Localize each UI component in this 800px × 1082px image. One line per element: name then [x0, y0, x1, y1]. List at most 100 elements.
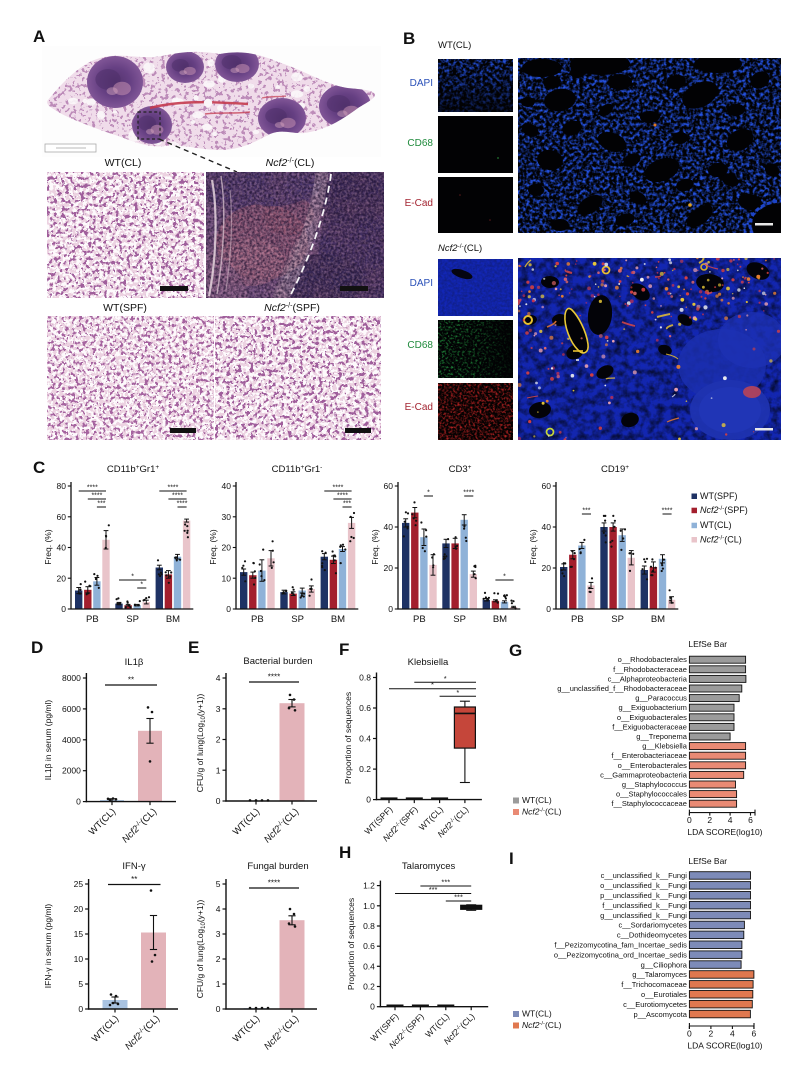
- svg-text:40: 40: [222, 481, 232, 491]
- svg-text:LDA SCORE(log10): LDA SCORE(log10): [687, 1041, 762, 1051]
- svg-text:*: *: [140, 582, 143, 589]
- svg-text:BM: BM: [166, 614, 180, 625]
- svg-text:c__Sordariomycetes: c__Sordariomycetes: [619, 921, 688, 930]
- svg-text:Ncf2-/-(CL): Ncf2-/-(CL): [262, 806, 301, 845]
- svg-text:****: ****: [91, 493, 102, 500]
- svg-text:o__Pezizomycotina_ord_Incertae: o__Pezizomycotina_ord_Incertae_sedis: [554, 950, 687, 959]
- svg-text:***: ***: [429, 885, 438, 894]
- svg-text:o__Exiguobacterales: o__Exiguobacterales: [617, 713, 687, 722]
- svg-text:0: 0: [687, 815, 692, 825]
- svg-text:4: 4: [216, 904, 221, 914]
- svg-text:***: ***: [97, 501, 105, 508]
- svg-text:g__unclassified_k__Fungi: g__unclassified_k__Fungi: [600, 911, 687, 920]
- svg-text:****: ****: [167, 485, 178, 492]
- svg-text:SP: SP: [291, 614, 304, 625]
- svg-text:Fungal burden: Fungal burden: [247, 861, 308, 872]
- svg-text:Ncf2-/-(SPF): Ncf2-/-(SPF): [700, 505, 748, 515]
- svg-text:LEfSe Bar: LEfSe Bar: [688, 639, 727, 649]
- svg-text:f__Staphylococcaceae: f__Staphylococcaceae: [611, 799, 686, 808]
- svg-text:0: 0: [61, 604, 66, 614]
- svg-text:LDA SCORE(log10): LDA SCORE(log10): [687, 827, 762, 837]
- svg-text:CD11b+Gr1+: CD11b+Gr1+: [107, 464, 160, 475]
- svg-text:A: A: [33, 27, 45, 46]
- svg-text:g__Klebsiella: g__Klebsiella: [642, 742, 687, 751]
- svg-text:f__Enterobacteriaceae: f__Enterobacteriaceae: [611, 751, 686, 760]
- svg-text:0: 0: [216, 1004, 221, 1014]
- svg-text:*: *: [427, 490, 430, 497]
- svg-text:CD11b+Gr1-: CD11b+Gr1-: [272, 464, 323, 475]
- svg-text:g__Staphylococcus: g__Staphylococcus: [622, 780, 687, 789]
- svg-text:o__Staphylococcales: o__Staphylococcales: [616, 790, 687, 799]
- svg-text:Freq. (%): Freq. (%): [43, 529, 53, 565]
- svg-text:40: 40: [384, 522, 394, 532]
- svg-text:Bacterial burden: Bacterial burden: [243, 656, 312, 667]
- svg-text:c__Dothideomycetes: c__Dothideomycetes: [617, 931, 687, 940]
- svg-text:f__Pezizomycotina_fam_Incertae: f__Pezizomycotina_fam_Incertae_sedis: [554, 941, 687, 950]
- svg-text:DAPI: DAPI: [410, 278, 433, 289]
- svg-text:*: *: [503, 574, 506, 581]
- svg-text:0: 0: [216, 796, 221, 806]
- svg-text:20: 20: [57, 573, 67, 583]
- svg-text:20: 20: [222, 543, 232, 553]
- svg-text:PB: PB: [571, 614, 584, 625]
- svg-text:WT(CL): WT(CL): [522, 795, 552, 805]
- svg-text:f__Exiguobacteraceae: f__Exiguobacteraceae: [612, 722, 687, 731]
- svg-text:g__unclassified_f__Rhodobacter: g__unclassified_f__Rhodobacteraceae: [557, 684, 687, 693]
- svg-text:3: 3: [216, 929, 221, 939]
- svg-text:5: 5: [78, 979, 83, 989]
- svg-text:BM: BM: [651, 614, 665, 625]
- svg-text:***: ***: [582, 508, 590, 515]
- svg-text:10: 10: [222, 573, 232, 583]
- svg-text:Proportion of sequences: Proportion of sequences: [343, 692, 353, 784]
- svg-text:****: ****: [268, 879, 280, 888]
- svg-text:15: 15: [74, 929, 84, 939]
- svg-text:CD3+: CD3+: [449, 464, 472, 475]
- svg-text:WT(CL): WT(CL): [90, 1013, 121, 1044]
- svg-text:0.2: 0.2: [363, 982, 375, 992]
- svg-text:1: 1: [216, 979, 221, 989]
- svg-text:WT(SPF): WT(SPF): [700, 491, 738, 501]
- svg-text:Ncf2-/-(CL): Ncf2-/-(CL): [700, 535, 742, 545]
- svg-text:*: *: [456, 688, 459, 697]
- svg-text:p__Ascomycota: p__Ascomycota: [634, 1010, 688, 1019]
- svg-text:SP: SP: [453, 614, 466, 625]
- svg-text:Ncf2-/-(SPF): Ncf2-/-(SPF): [264, 302, 320, 315]
- svg-text:g__Ciliophora: g__Ciliophora: [641, 960, 688, 969]
- svg-text:Proportion of sequences: Proportion of sequences: [346, 898, 356, 990]
- svg-text:****: ****: [172, 493, 183, 500]
- svg-text:Ncf2-/-(CL): Ncf2-/-(CL): [438, 243, 482, 254]
- svg-text:CD68: CD68: [407, 340, 433, 351]
- svg-text:80: 80: [57, 481, 67, 491]
- svg-text:2: 2: [707, 815, 712, 825]
- svg-text:IFN-γ: IFN-γ: [122, 861, 145, 872]
- svg-text:D: D: [31, 638, 43, 657]
- svg-text:5: 5: [216, 879, 221, 889]
- svg-text:p__unclassified_k__Fungi: p__unclassified_k__Fungi: [600, 891, 687, 900]
- svg-text:f__Trichocomaceae: f__Trichocomaceae: [621, 980, 687, 989]
- svg-text:1: 1: [216, 765, 221, 775]
- svg-text:Ncf2-/-(CL): Ncf2-/-(CL): [120, 806, 159, 845]
- svg-text:****: ****: [332, 485, 343, 492]
- svg-text:4: 4: [730, 1029, 735, 1039]
- svg-text:CD19+: CD19+: [601, 464, 629, 475]
- svg-text:0: 0: [78, 1004, 83, 1014]
- svg-text:****: ****: [662, 508, 673, 515]
- svg-text:WT(CL): WT(CL): [231, 1013, 262, 1044]
- svg-text:Ncf2-/-(CL): Ncf2-/-(CL): [262, 1013, 301, 1052]
- svg-text:Ncf2-/-(CL): Ncf2-/-(CL): [123, 1013, 162, 1052]
- svg-text:10: 10: [74, 954, 84, 964]
- svg-text:WT(CL): WT(CL): [231, 806, 262, 837]
- svg-text:***: ***: [441, 878, 450, 887]
- svg-text:20: 20: [74, 904, 84, 914]
- svg-text:0.8: 0.8: [359, 673, 371, 683]
- svg-text:2: 2: [709, 1029, 714, 1039]
- svg-text:WT(CL): WT(CL): [522, 1009, 552, 1019]
- svg-text:g__Paracoccus: g__Paracoccus: [635, 694, 687, 703]
- svg-text:****: ****: [337, 493, 348, 500]
- svg-text:1.2: 1.2: [363, 881, 375, 891]
- svg-text:B: B: [403, 29, 415, 48]
- svg-text:CD68: CD68: [407, 138, 433, 149]
- svg-text:***: ***: [343, 501, 351, 508]
- svg-text:BM: BM: [331, 614, 345, 625]
- svg-text:DAPI: DAPI: [410, 78, 433, 89]
